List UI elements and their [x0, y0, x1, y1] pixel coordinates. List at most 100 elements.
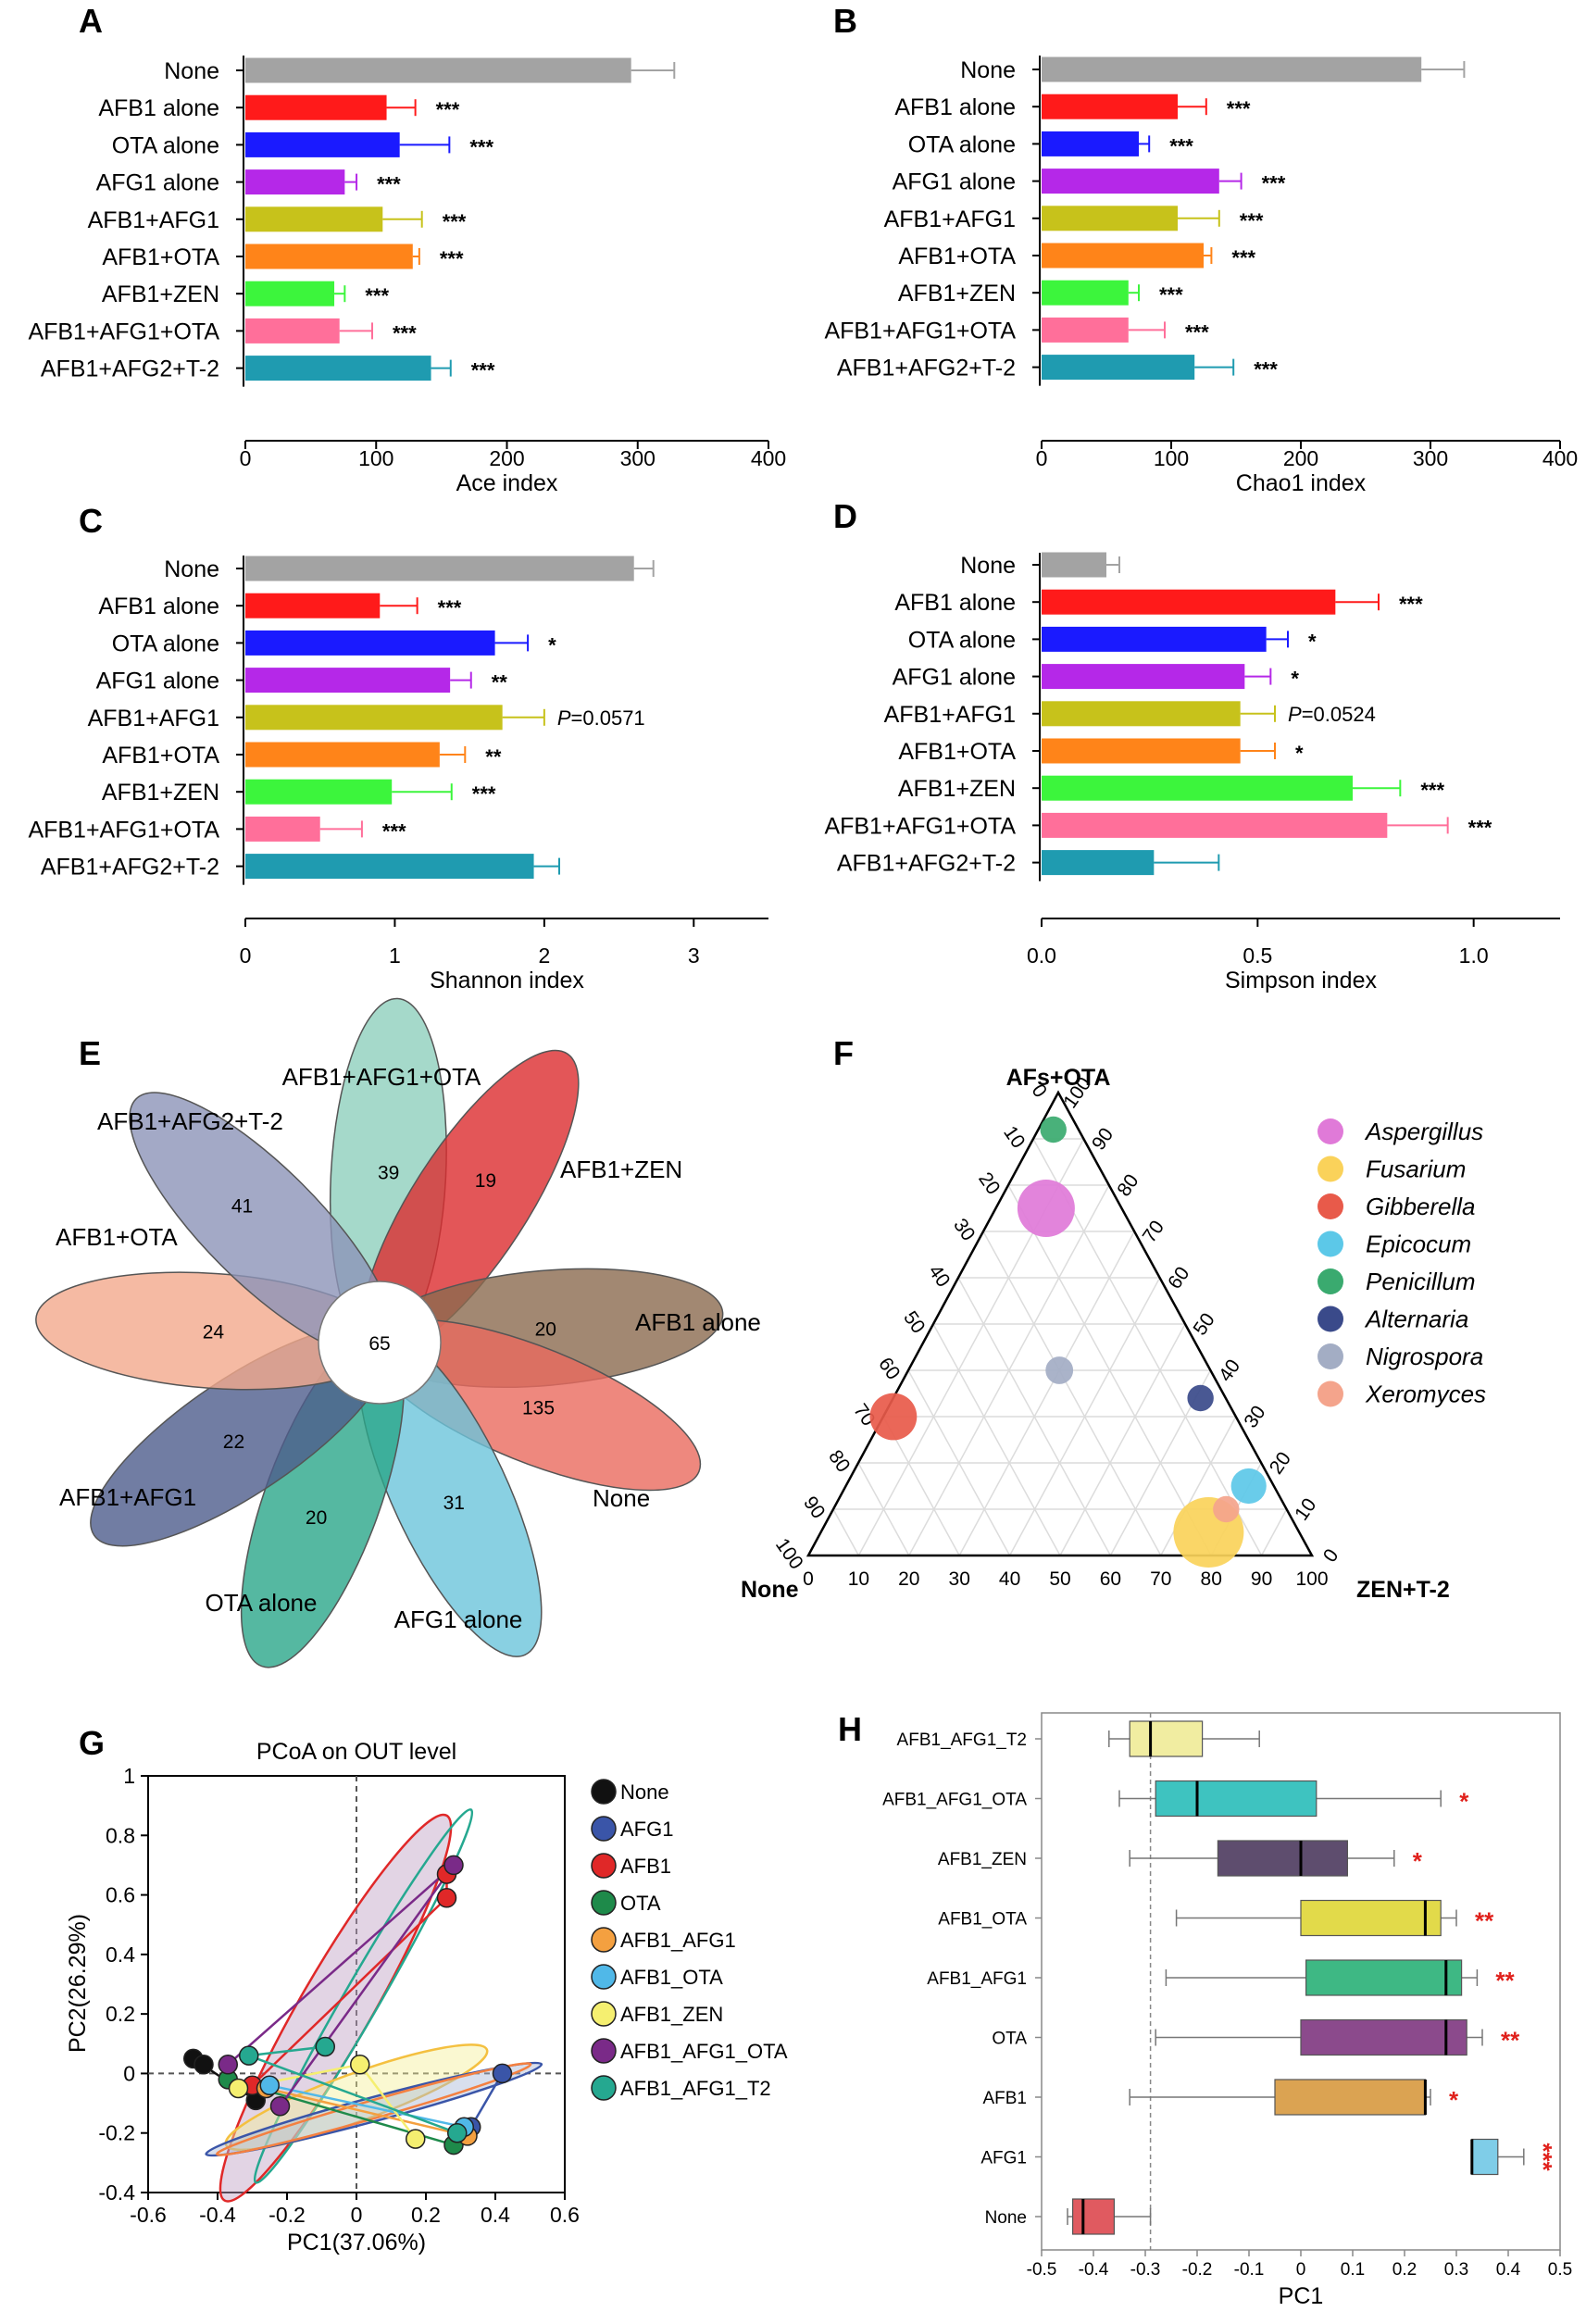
category-label: AFB1+ZEN	[898, 776, 1016, 802]
panel-b-bar-chart: B None AFB1 alone *** OTA alone *** AFG1 alone…	[824, 2, 1578, 496]
x-tick-label: 400	[751, 446, 786, 470]
category-label: AFB1_AFG1_OTA	[882, 1791, 1027, 1810]
venn-set-label: OTA alone	[206, 1589, 318, 1617]
legend-label: Epicocum	[1366, 1231, 1471, 1258]
ternary-tick-label: 40	[999, 1568, 1020, 1590]
x-tick-label: 3	[688, 943, 700, 968]
category-label: AFB1	[982, 2089, 1027, 2108]
bar	[1042, 206, 1178, 231]
venn-unique-count: 39	[378, 1162, 399, 1183]
x-tick-label: 0.4	[481, 2203, 510, 2227]
significance-label: ***	[1169, 134, 1193, 157]
x-tick-label: -0.2	[1182, 2260, 1213, 2280]
legend-marker	[1318, 1343, 1343, 1369]
box	[1071, 2198, 1115, 2235]
bar	[245, 169, 345, 195]
category-label: AFB1 alone	[98, 593, 219, 619]
category-label: None	[164, 58, 219, 84]
legend-marker	[591, 2001, 617, 2027]
category-label: AFB1_OTA	[938, 1910, 1027, 1930]
bar	[245, 57, 631, 83]
significance-label: ***	[377, 173, 401, 196]
ternary-tick-label: 10	[999, 1122, 1029, 1152]
bar	[245, 630, 495, 656]
ternary-tick-label: 70	[1139, 1217, 1168, 1246]
category-label: None	[960, 57, 1016, 83]
bar	[245, 705, 503, 731]
x-tick-label: 300	[620, 446, 656, 470]
legend-marker	[591, 1779, 617, 1805]
significance-label: ***	[1399, 593, 1423, 616]
category-label: AFB1+AFG1+OTA	[28, 817, 219, 843]
significance-label: *	[1295, 742, 1304, 765]
venn-unique-count: 22	[223, 1431, 244, 1453]
box	[1471, 2138, 1499, 2176]
category-label: AFB1+AFG1	[88, 207, 219, 233]
venn-set-label: AFB1+OTA	[56, 1223, 178, 1251]
y-tick-label: 0.2	[106, 2002, 135, 2026]
ternary-tick-label: 50	[1190, 1309, 1219, 1339]
bar	[245, 244, 413, 269]
ternary-grid	[932, 1323, 1061, 1556]
ternary-tick-label: 60	[874, 1354, 904, 1383]
ternary-axis-title: None	[741, 1577, 799, 1603]
venn-unique-count: 31	[443, 1493, 465, 1514]
panel-label: C	[79, 502, 103, 540]
ternary-tick-label: 20	[974, 1168, 1004, 1198]
significance-label: **	[1495, 1967, 1515, 1994]
box	[1305, 1959, 1463, 1996]
bar	[1042, 280, 1129, 306]
x-axis-title: Simpson index	[1225, 968, 1377, 993]
spider-line	[358, 2064, 417, 2140]
panel-label: D	[833, 497, 857, 535]
bar	[1042, 701, 1241, 727]
x-tick-label: 400	[1542, 446, 1578, 470]
ternary-tick-label: 30	[949, 1568, 970, 1590]
significance-label: ***	[365, 284, 389, 307]
panel-c-bar-chart: C None AFB1 alone *** OTA alone * AFG1 alone **…	[28, 502, 768, 993]
category-label: AFB1+AFG1	[884, 702, 1016, 728]
ternary-tick-label: 80	[1113, 1170, 1143, 1200]
ternary-grid	[832, 1508, 860, 1556]
category-label: AFB1+AFG2+T-2	[41, 356, 219, 382]
significance-label: **	[485, 745, 502, 768]
significance-label: ***	[440, 247, 464, 270]
x-tick-label: 0.5	[1548, 2260, 1572, 2280]
panel-h-box-plot: H AFB1_AFG1_T2 AFB1_AFG1_OTA * AFB1_ZEN * AFB1…	[838, 1710, 1572, 2309]
ternary-tick-label: 0	[1319, 1545, 1343, 1567]
ternary-point	[869, 1393, 918, 1441]
significance-label: ***	[443, 210, 467, 233]
bar	[1042, 775, 1353, 801]
significance-label: ***	[1262, 172, 1286, 195]
data-point	[194, 2055, 214, 2075]
x-axis-title: Ace index	[456, 470, 558, 496]
ternary-grid	[958, 1231, 1135, 1556]
venn-unique-count: 24	[203, 1321, 225, 1343]
y-tick-label: 0.8	[106, 1823, 135, 1847]
x-tick-label: -0.3	[1130, 2260, 1161, 2280]
significance-label: ***	[1159, 283, 1183, 306]
panel-label: F	[833, 1034, 854, 1072]
y-tick-label: -0.4	[98, 2180, 135, 2205]
legend-label: AFB1	[620, 1855, 671, 1878]
bar	[245, 318, 340, 344]
bar	[1042, 589, 1336, 615]
legend-label: Xeromyces	[1365, 1381, 1486, 1408]
category-label: AFB1+OTA	[898, 244, 1016, 269]
category-label: OTA alone	[908, 627, 1016, 653]
data-point	[350, 2055, 370, 2075]
ternary-point	[1045, 1356, 1074, 1384]
ternary-grid	[1160, 1416, 1237, 1556]
legend-marker	[591, 1964, 617, 1990]
significance-label: ***	[436, 98, 460, 121]
ternary-grid	[907, 1369, 1011, 1556]
y-tick-label: 0	[123, 2061, 135, 2085]
ternary-tick-label: 40	[1215, 1356, 1244, 1385]
category-label: None	[164, 556, 219, 582]
x-tick-label: 0.4	[1496, 2260, 1521, 2280]
legend-marker	[591, 1816, 617, 1842]
x-tick-label: 2	[538, 943, 550, 968]
venn-unique-count: 41	[231, 1196, 253, 1218]
significance-label: *	[1459, 1788, 1469, 1816]
